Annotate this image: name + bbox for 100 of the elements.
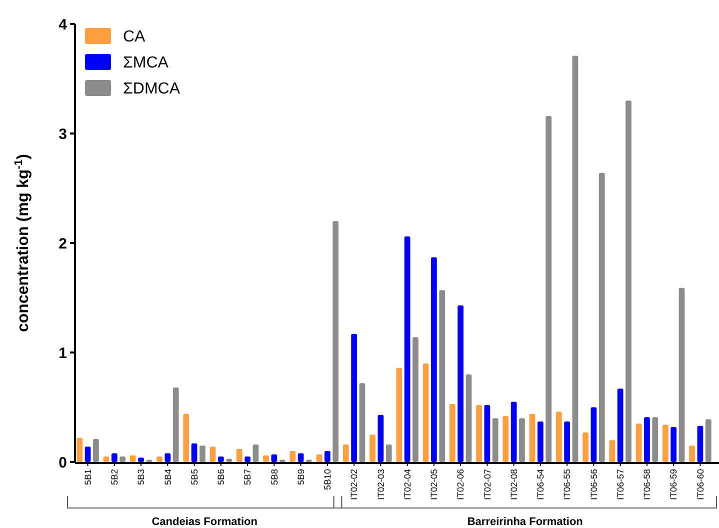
bar: [502, 416, 509, 462]
bar: [519, 418, 525, 462]
bar: [226, 458, 232, 462]
x-tick-label: IT02-05: [429, 469, 440, 500]
bar: [670, 426, 677, 462]
bar: [218, 456, 224, 462]
bar: [396, 368, 402, 462]
x-tick-label: IT02-03: [376, 469, 386, 500]
x-tick-label: 5B3: [136, 469, 146, 486]
bar: [210, 446, 216, 462]
bar: [111, 453, 118, 462]
bar: [130, 455, 136, 462]
bar: [492, 418, 498, 462]
x-tick-label: IT06-60: [695, 469, 706, 500]
y-tick-label: 1: [58, 344, 67, 362]
text: Barreirinha Formation: [467, 516, 584, 528]
x-tick-label: IT06-54: [536, 469, 546, 500]
x-tick-label: 5B1: [82, 469, 93, 486]
bar: [564, 421, 570, 462]
bar: [103, 456, 110, 462]
bar: [626, 100, 632, 462]
x-tick-label: 5B8: [269, 469, 280, 486]
bar: [598, 172, 605, 462]
y-tick-label: 4: [58, 16, 68, 34]
bar: [263, 455, 269, 462]
bar: [476, 405, 482, 462]
bar: [678, 288, 685, 462]
x-tick-label: IT06-56: [588, 469, 599, 500]
x-tick-label: 5B6: [216, 469, 226, 486]
bar: [120, 456, 126, 462]
x-tick-label: 5B5: [189, 469, 200, 486]
bar: [342, 444, 349, 462]
bar: [705, 419, 712, 462]
legend-label: CA: [123, 28, 146, 46]
x-tick-label: IT02-06: [456, 469, 466, 500]
bar: [529, 414, 536, 462]
bar: [422, 363, 429, 462]
x-tick-label: 5B10: [322, 469, 333, 490]
bar: [431, 257, 437, 462]
bar: [590, 407, 597, 462]
bar: [652, 417, 658, 462]
bar: [156, 456, 162, 462]
bar: [404, 236, 410, 462]
bar: [582, 432, 588, 462]
bar: [556, 412, 562, 462]
bar: [546, 116, 552, 462]
bar: [359, 383, 366, 462]
bar: [617, 388, 624, 462]
legend-label: ΣMCA: [123, 54, 169, 72]
bar: [386, 444, 392, 462]
bar: [76, 438, 83, 462]
bar: [484, 405, 490, 462]
bar: [378, 414, 384, 462]
bar: [636, 424, 642, 462]
bar: [324, 451, 330, 462]
x-tick-label: 5B9: [296, 469, 306, 486]
bar: [370, 434, 376, 462]
bar: [662, 424, 668, 462]
bar: [697, 426, 704, 462]
text: Candeias Formation: [152, 516, 258, 528]
bar: [466, 374, 472, 462]
x-tick-label: 5B2: [110, 469, 120, 486]
bar: [191, 443, 198, 462]
bar: [236, 448, 242, 462]
bar: [138, 458, 144, 462]
bar: [84, 446, 91, 462]
bar: [200, 446, 206, 462]
bar: [244, 456, 250, 462]
bar: [449, 404, 456, 462]
bar: [298, 453, 304, 462]
bar: [458, 305, 464, 462]
bar: [164, 453, 171, 462]
bar: [689, 446, 695, 462]
bar: [439, 290, 446, 462]
bar: [316, 454, 322, 462]
bar: [93, 439, 99, 462]
x-tick-label: 5B7: [242, 469, 253, 486]
x-tick-label: IT02-07: [482, 469, 492, 500]
x-tick-label: 5B4: [162, 469, 173, 486]
x-tick-label: IT02-04: [402, 469, 412, 500]
bar: [271, 454, 278, 462]
x-tick-label: IT06-57: [615, 469, 626, 500]
bar: [172, 388, 179, 462]
bar: [609, 440, 616, 462]
bar: [332, 221, 339, 462]
y-tick-label: 0: [58, 454, 67, 472]
y-tick-label: 3: [58, 126, 67, 143]
x-tick-label: IT06-59: [668, 469, 679, 500]
bar: [510, 402, 517, 462]
bar: [252, 444, 259, 462]
bar: [644, 417, 650, 462]
bar: [351, 334, 357, 462]
bar: [572, 56, 578, 462]
y-tick-label: 2: [58, 235, 67, 252]
bar: [183, 414, 190, 462]
x-tick-label: IT06-55: [562, 469, 572, 500]
x-tick-label: IT06-58: [642, 469, 652, 500]
legend-label: ΣDMCA: [123, 80, 180, 98]
x-tick-label: IT02-02: [349, 469, 360, 500]
bar: [412, 337, 418, 462]
